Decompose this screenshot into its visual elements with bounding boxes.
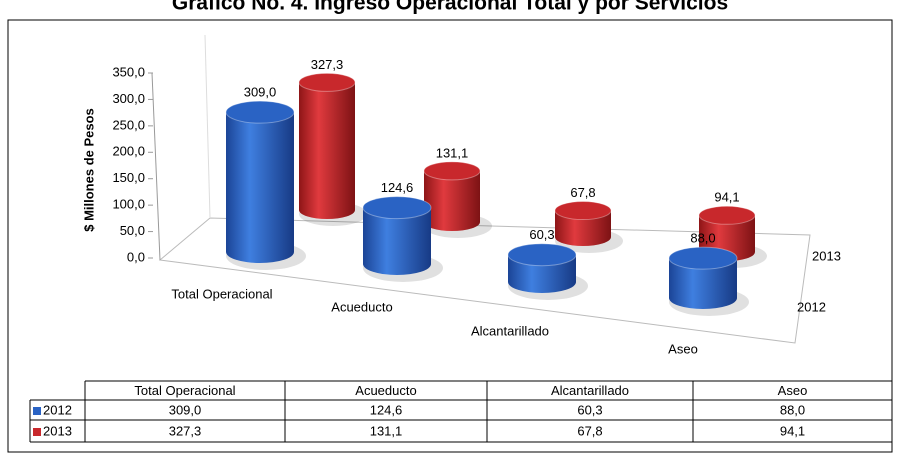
table-cell: 124,6: [370, 402, 403, 417]
cylinder-top: [554, 201, 612, 221]
legend-label: 2012: [43, 402, 72, 417]
table-cell: 88,0: [780, 402, 805, 417]
y-tick-label: 200,0: [112, 144, 145, 159]
table-cell: 60,3: [577, 402, 602, 417]
table-cell: 67,8: [577, 423, 602, 438]
cylinder-top: [507, 243, 577, 267]
y-axis: [151, 72, 161, 261]
category-label: Aseo: [668, 341, 698, 356]
cylinder-top: [225, 100, 295, 124]
cylinder: [669, 258, 737, 309]
data-label: 131,1: [436, 145, 469, 160]
back-wall: [204, 34, 211, 219]
cylinder-top: [668, 246, 738, 270]
series-axis-label: 2013: [812, 248, 841, 263]
category-label: Acueducto: [331, 299, 392, 314]
cylinder: [508, 254, 576, 293]
cylinder-top: [298, 72, 356, 92]
y-tick-label: 0,0: [127, 249, 145, 264]
y-tick-label: 100,0: [112, 197, 145, 212]
table-cell: 309,0: [169, 402, 202, 417]
table-header: Acueducto: [355, 383, 416, 398]
y-tick-label: 150,0: [112, 170, 145, 185]
series-axis-label: 2012: [797, 299, 826, 314]
cylinder: [555, 210, 611, 246]
data-label: 309,0: [244, 85, 277, 100]
table-cell: 94,1: [780, 423, 805, 438]
cylinder: [424, 170, 480, 231]
table-cell: 131,1: [370, 423, 403, 438]
y-tick-label: 250,0: [112, 117, 145, 132]
data-label: 327,3: [311, 57, 344, 72]
table-header: Total Operacional: [134, 383, 235, 398]
table-header: Alcantarillado: [551, 383, 629, 398]
data-label: 67,8: [570, 185, 595, 200]
table-header: Aseo: [778, 383, 808, 398]
y-tick-label: 50,0: [120, 223, 145, 238]
cylinder-top: [423, 161, 481, 181]
y-axis-title: $ Millones de Pesos: [81, 108, 96, 232]
cylinder: [363, 207, 431, 275]
cylinder-top: [698, 205, 756, 225]
legend-swatch: [33, 428, 41, 436]
data-label: 88,0: [690, 231, 715, 246]
category-label: Alcantarillado: [471, 323, 549, 338]
data-label: 60,3: [529, 227, 554, 242]
data-label: 94,1: [714, 190, 739, 205]
floor: [158, 217, 811, 344]
legend-swatch: [33, 407, 41, 415]
y-tick-label: 300,0: [112, 91, 145, 106]
cylinder: [299, 82, 355, 219]
category-label: Total Operacional: [171, 286, 272, 301]
cylinder: [226, 112, 294, 263]
legend-label: 2013: [43, 423, 72, 438]
data-label: 124,6: [381, 180, 414, 195]
chart-title: Gráfico No. 4. Ingreso Operacional Total…: [172, 0, 728, 15]
table-cell: 327,3: [169, 423, 202, 438]
y-tick-label: 350,0: [112, 64, 145, 79]
cylinder-top: [362, 196, 432, 220]
